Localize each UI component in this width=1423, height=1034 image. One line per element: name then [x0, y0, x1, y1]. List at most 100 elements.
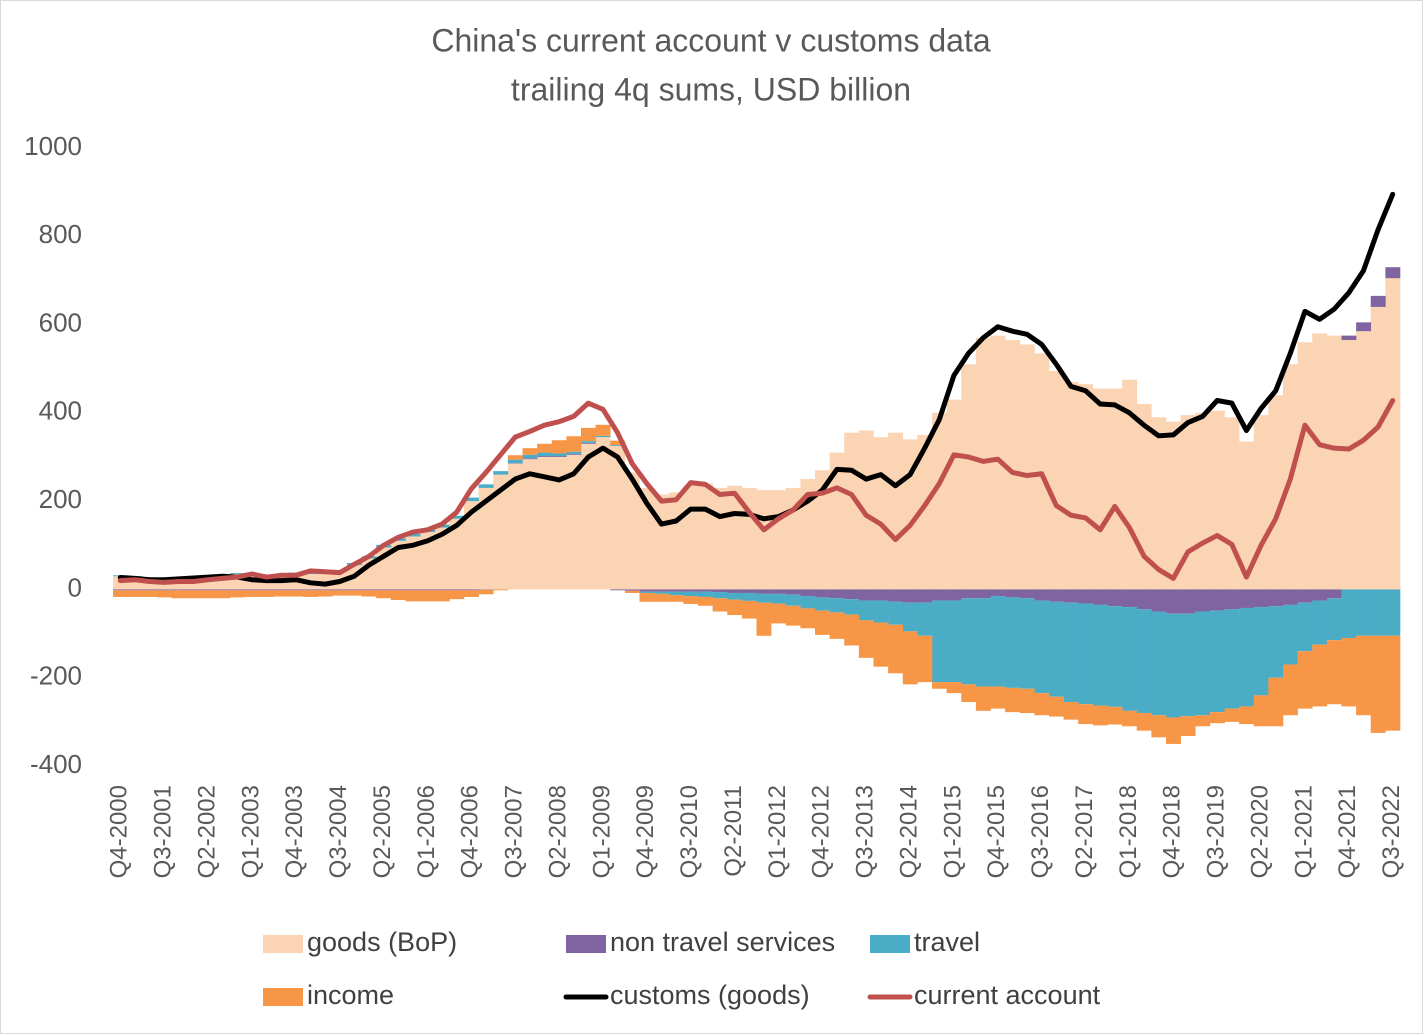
legend-label: goods (BoP): [307, 927, 457, 957]
bar-segment: [171, 590, 187, 599]
bar-segment: [668, 591, 684, 596]
bar-segment: [390, 540, 406, 590]
bar-segment: [815, 589, 830, 598]
bar-segment: [420, 532, 436, 590]
bar-segment: [127, 590, 143, 597]
bar-segment: [1326, 598, 1342, 641]
bar-segment: [1049, 589, 1064, 602]
x-tick-label: Q3-2004: [325, 785, 352, 878]
chart-title: China's current account v customs data: [431, 22, 990, 58]
bar-segment: [1107, 706, 1123, 725]
bar-segment: [727, 589, 743, 593]
bar-segment: [902, 589, 918, 603]
bar-segment: [478, 484, 494, 488]
bar-segment: [1268, 589, 1284, 607]
bar-segment: [961, 364, 977, 590]
bar-segment: [230, 589, 245, 591]
bar-segment: [1107, 589, 1123, 607]
bar-segment: [1136, 589, 1152, 610]
bar-segment: [449, 518, 465, 590]
bar-segment: [756, 593, 772, 603]
legend-label: non travel services: [610, 927, 835, 957]
bar-segment: [230, 590, 245, 598]
bar-segment: [1356, 331, 1372, 590]
bar-segment: [1122, 710, 1138, 727]
bar-segment: [888, 432, 904, 590]
bar-segment: [1385, 267, 1401, 279]
bar-segment: [1297, 342, 1313, 590]
bar-segment: [537, 456, 553, 457]
bar-segment: [698, 591, 713, 597]
bar-segment: [1092, 604, 1108, 706]
bar-segment: [829, 612, 845, 639]
bar-segment: [288, 589, 304, 591]
x-tick-label: Q4-2006: [457, 785, 484, 878]
x-tick-label: Q1-2012: [764, 785, 791, 878]
bar-segment: [1107, 606, 1123, 707]
bar-segment: [683, 485, 699, 590]
x-tick-label: Q2-2014: [895, 785, 922, 878]
bar-segment: [566, 436, 582, 452]
bar-segment: [186, 590, 202, 599]
bar-segment: [785, 589, 801, 595]
bar-segment: [639, 487, 655, 590]
bar-segment: [1092, 705, 1108, 726]
bar-segment: [741, 589, 757, 593]
bar-segment: [785, 605, 801, 626]
bar-segment: [1209, 410, 1225, 590]
x-tick-label: Q1-2006: [413, 785, 440, 878]
bar-segment: [946, 600, 962, 683]
bar-segment: [566, 453, 582, 455]
x-tick-label: Q1-2003: [237, 785, 264, 878]
bar-segment: [1078, 603, 1094, 705]
bar-segment: [200, 590, 216, 599]
bar-segment: [244, 590, 260, 597]
bar-segment: [156, 589, 172, 591]
bar-segment: [1151, 715, 1167, 738]
bar-segment: [1297, 651, 1313, 709]
bar-segment: [888, 589, 904, 602]
bar-segment: [493, 471, 509, 475]
y-tick-label: 800: [39, 219, 82, 249]
bar-segment: [1005, 597, 1021, 688]
bar-segment: [639, 589, 655, 592]
bar-segment: [449, 515, 465, 519]
bar-segment: [595, 437, 611, 590]
bar-segment: [1034, 693, 1050, 716]
bar-segment: [975, 589, 991, 599]
bar-segment: [1268, 677, 1284, 727]
bar-segment: [1297, 602, 1313, 652]
bar-segment: [858, 620, 874, 658]
bar-segment: [551, 440, 567, 454]
bar-segment: [961, 589, 977, 599]
bar-segment: [478, 487, 494, 590]
bar-segment: [712, 592, 728, 599]
bar-segment: [1268, 395, 1284, 590]
bar-segment: [186, 589, 202, 591]
bar-segment: [420, 589, 436, 591]
bar-segment: [800, 479, 816, 590]
bar-segment: [1224, 589, 1240, 610]
legend-swatch: [263, 988, 303, 1006]
bar-segment: [537, 452, 553, 457]
bar-segment: [581, 427, 596, 442]
x-tick-label: Q1-2021: [1290, 785, 1317, 878]
bar-segment: [1107, 388, 1123, 590]
bar-segment: [551, 453, 567, 457]
bar-segment: [712, 598, 728, 612]
bar-segment: [1385, 635, 1401, 731]
bar-segment: [946, 399, 962, 590]
x-tick-label: Q2-2008: [544, 785, 571, 878]
bar-segment: [932, 600, 947, 683]
bar-segment: [741, 592, 757, 601]
bar-segment: [566, 451, 582, 454]
bar-segment: [449, 590, 465, 600]
bar-segment: [332, 590, 348, 596]
bar-segment: [1312, 600, 1328, 645]
bar-segment: [756, 490, 772, 590]
bar-segment: [1005, 340, 1021, 590]
x-tick-label: Q3-2010: [676, 785, 703, 878]
bar-segment: [478, 589, 494, 595]
bar-segment: [873, 600, 889, 623]
